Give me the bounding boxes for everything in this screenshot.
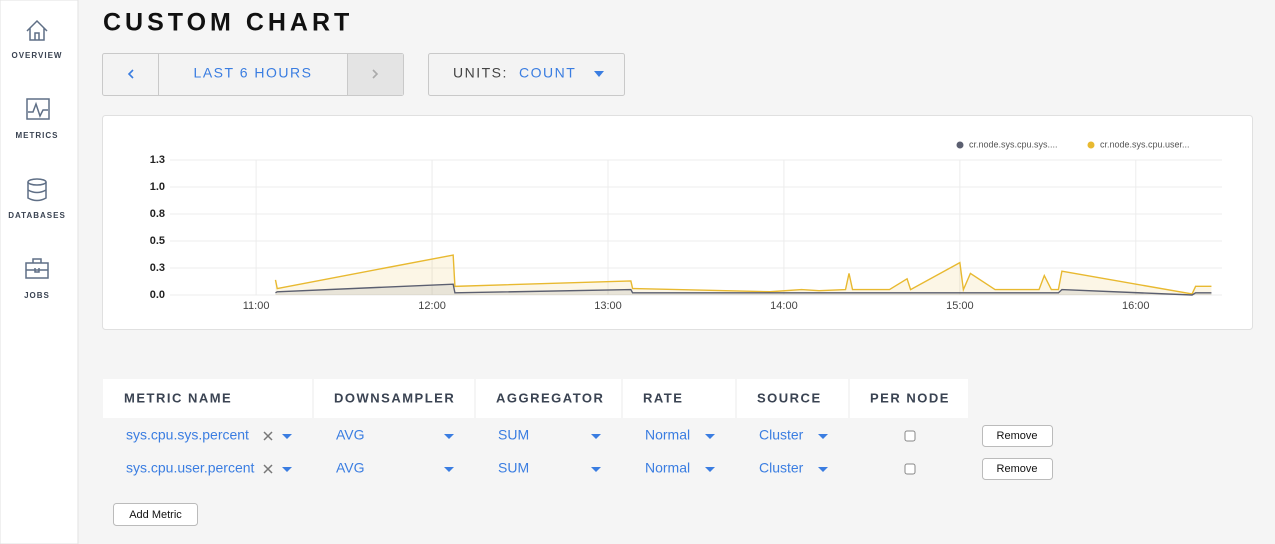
- y-tick-label: 1.3: [150, 154, 165, 166]
- dropdown-caret[interactable]: [282, 434, 292, 439]
- time-range[interactable]: LAST 6 HOURS: [194, 65, 313, 81]
- legend-label: cr.node.sys.cpu.sys....: [969, 139, 1058, 149]
- x-tick-label: 11:00: [243, 300, 270, 312]
- nav-label[interactable]: OVERVIEW: [12, 51, 63, 60]
- x-tick-label: 16:00: [1122, 300, 1150, 312]
- y-tick-label: 1.0: [150, 181, 165, 193]
- column-header: DOWNSAMPLER: [334, 390, 455, 405]
- header-cell: [314, 379, 474, 418]
- y-tick-label: 0.8: [150, 208, 165, 220]
- dropdown-caret[interactable]: [818, 467, 828, 472]
- dropdown-value[interactable]: AVG: [336, 427, 365, 443]
- dropdown-caret[interactable]: [444, 434, 454, 439]
- dropdown-value[interactable]: Normal: [645, 460, 690, 476]
- column-header: AGGREGATOR: [496, 390, 604, 405]
- header-cell: [103, 379, 312, 418]
- per-node-checkbox[interactable]: [904, 463, 916, 475]
- dropdown-caret[interactable]: [705, 467, 715, 472]
- column-header: PER NODE: [870, 390, 950, 405]
- x-tick-label: 14:00: [770, 300, 798, 312]
- column-header: METRIC NAME: [124, 390, 232, 405]
- dropdown-value[interactable]: AVG: [336, 460, 365, 476]
- page-title: CUSTOM CHART: [103, 9, 353, 37]
- time-control: [102, 53, 404, 96]
- dropdown-value[interactable]: Cluster: [759, 460, 804, 476]
- header-cell: [850, 379, 968, 418]
- chart: 0.0 0.3 0.5 0.8 1.0 1.3 11:00 12:00 13:00 14:00 15…: [150, 139, 1222, 312]
- clear-icon[interactable]: [263, 464, 273, 474]
- metrics-table: METRIC NAME DOWNSAMPLER AGGREGATOR RATE SOUR…: [103, 379, 1053, 526]
- metrics-icon: [26, 98, 50, 120]
- series-line: [275, 283, 1212, 296]
- dropdown-value[interactable]: SUM: [498, 460, 529, 476]
- metrics-icon-line: [28, 101, 48, 118]
- next-button[interactable]: [347, 54, 404, 95]
- y-tick-label: 0.5: [150, 235, 165, 247]
- jobs-icon-detail: [26, 258, 48, 273]
- units-value[interactable]: COUNT: [519, 65, 576, 81]
- units-control[interactable]: [428, 53, 625, 96]
- y-tick-label: 0.3: [150, 262, 165, 274]
- dropdown-value[interactable]: sys.cpu.sys.percent: [126, 427, 249, 443]
- per-node-checkbox[interactable]: [904, 430, 916, 442]
- y-tick-label: 0.0: [150, 289, 165, 301]
- header-cell: [737, 379, 848, 418]
- remove-button[interactable]: [982, 458, 1053, 480]
- remove-label[interactable]: Remove: [997, 463, 1038, 475]
- column-header: SOURCE: [757, 390, 822, 405]
- dropdown-value[interactable]: sys.cpu.user.percent: [126, 460, 255, 476]
- legend-label: cr.node.sys.cpu.user...: [1100, 139, 1190, 149]
- dropdown-value[interactable]: SUM: [498, 427, 529, 443]
- series-line: [274, 254, 1212, 295]
- remove-label[interactable]: Remove: [997, 430, 1038, 442]
- units-caret: [594, 71, 604, 77]
- databases-icon-body: [27, 182, 47, 202]
- dropdown-caret[interactable]: [591, 467, 601, 472]
- legend-marker: [1087, 141, 1095, 149]
- dropdown-caret[interactable]: [591, 434, 601, 439]
- nav-label[interactable]: JOBS: [24, 291, 50, 300]
- legend-marker: [956, 141, 964, 149]
- add-metric-label[interactable]: Add Metric: [129, 509, 182, 521]
- chart-card: [102, 115, 1253, 330]
- column-header: RATE: [643, 390, 683, 405]
- x-tick-label: 13:00: [594, 300, 622, 312]
- nav-label[interactable]: METRICS: [16, 131, 59, 140]
- add-metric-button[interactable]: [113, 503, 198, 526]
- overview-icon: [26, 19, 48, 41]
- header-cell: [623, 379, 735, 418]
- x-tick-label: 15:00: [946, 300, 974, 312]
- clear-icon[interactable]: [263, 431, 273, 441]
- dropdown-caret[interactable]: [444, 467, 454, 472]
- units-label: UNITS:: [453, 65, 508, 81]
- dropdown-caret[interactable]: [282, 467, 292, 472]
- remove-button[interactable]: [982, 425, 1053, 447]
- dropdown-value[interactable]: Cluster: [759, 427, 804, 443]
- dropdown-caret[interactable]: [705, 434, 715, 439]
- nav-label[interactable]: DATABASES: [8, 211, 66, 220]
- header-cell: [476, 379, 621, 418]
- nav-icons: [25, 19, 50, 279]
- x-tick-label: 12:00: [418, 300, 446, 312]
- prev-button[interactable]: [127, 69, 134, 79]
- dropdown-value[interactable]: Normal: [645, 427, 690, 443]
- dropdown-caret[interactable]: [818, 434, 828, 439]
- next-arrow: [372, 69, 379, 79]
